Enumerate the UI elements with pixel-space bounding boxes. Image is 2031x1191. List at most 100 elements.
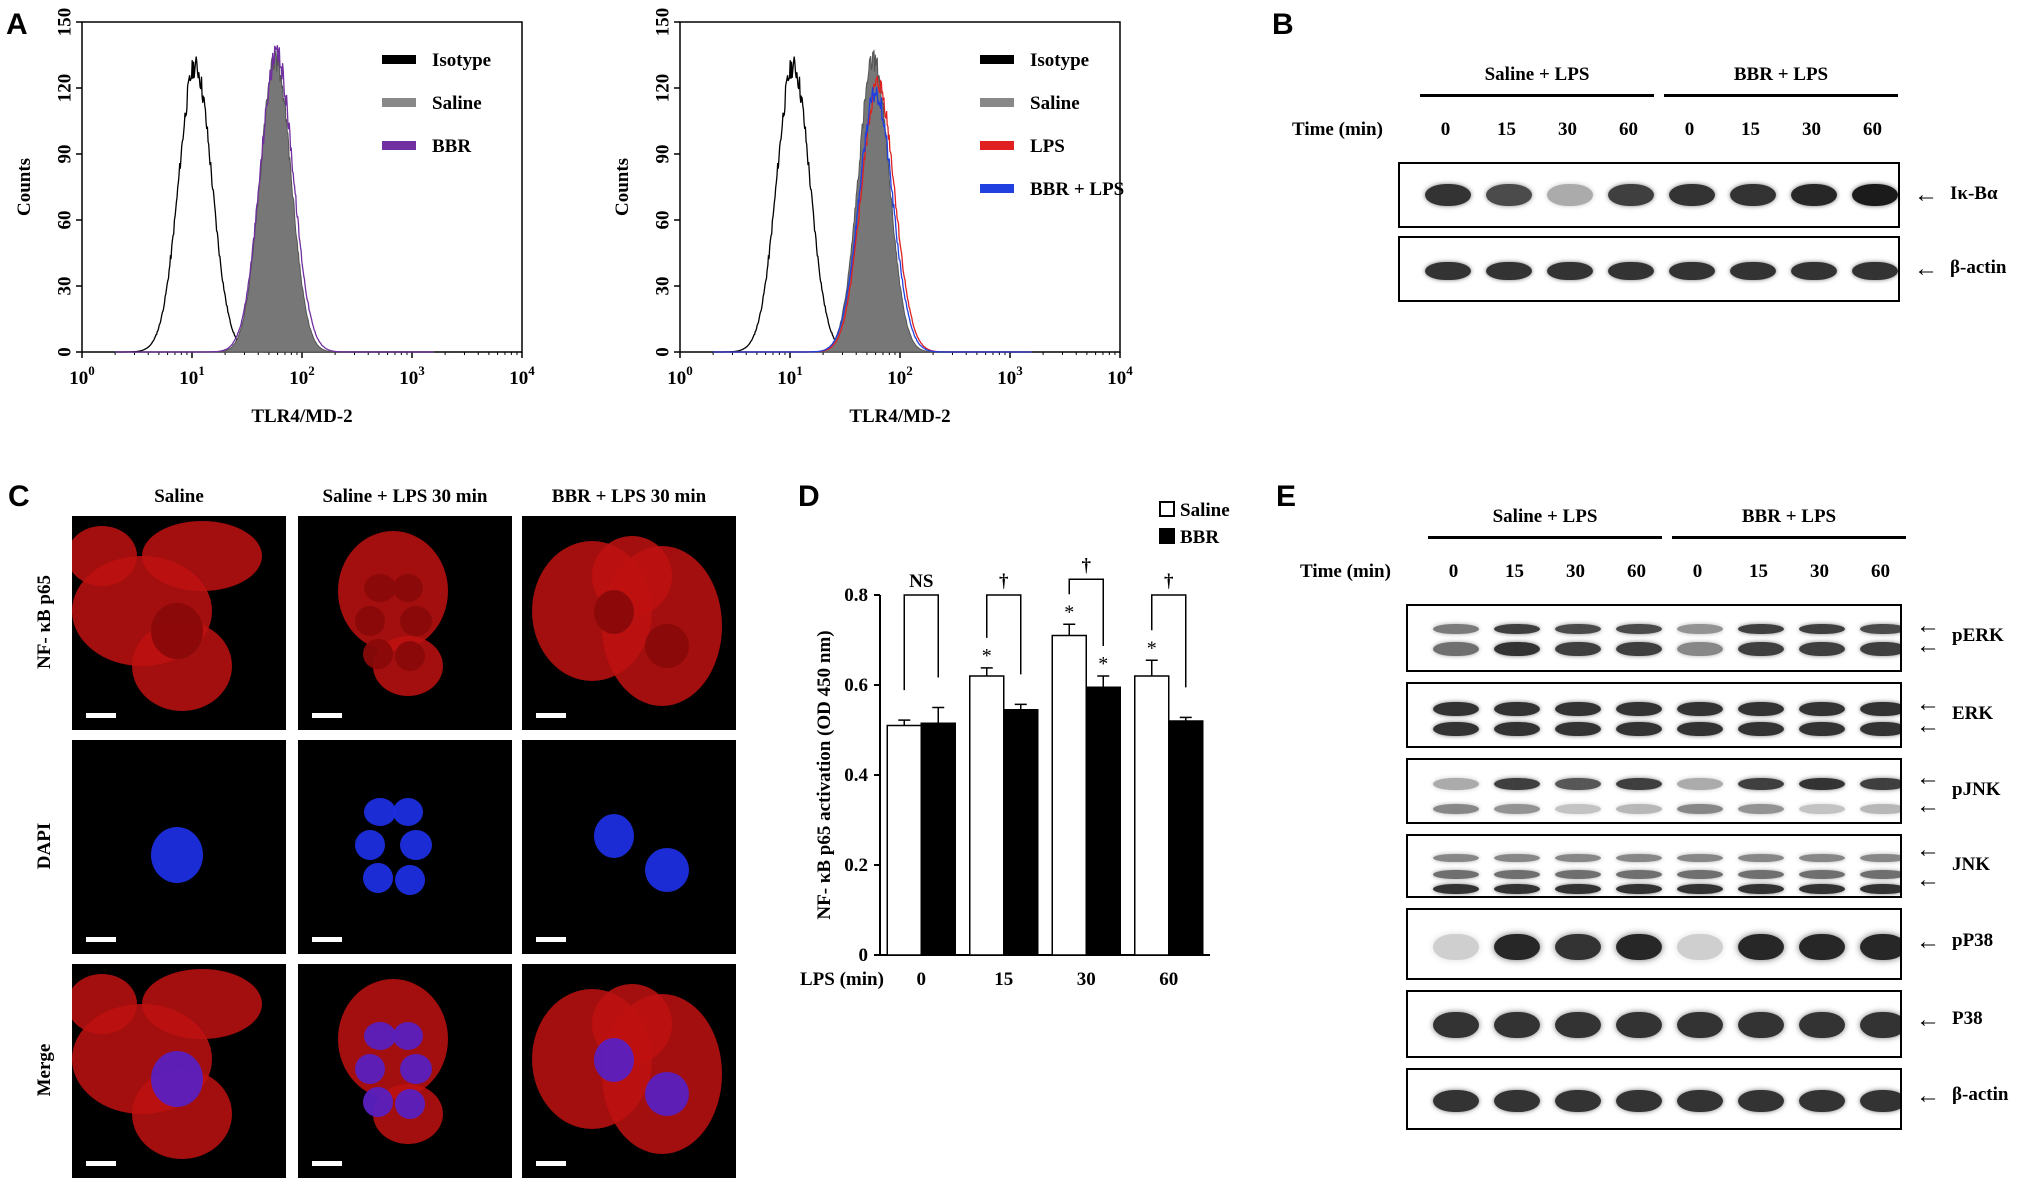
protein-band xyxy=(1676,854,1723,862)
protein-band xyxy=(1493,722,1540,736)
protein-band xyxy=(1546,262,1593,280)
protein-band xyxy=(1607,262,1654,280)
legend-label: Saline xyxy=(1180,500,1230,521)
group-header: Saline + LPS xyxy=(1484,64,1590,85)
protein-band xyxy=(1432,624,1479,634)
nucleus xyxy=(400,1054,432,1084)
protein-band xyxy=(1554,854,1601,862)
bbr-histogram xyxy=(115,45,434,353)
micrograph xyxy=(522,740,736,954)
protein-band xyxy=(1790,262,1837,280)
time-tick: 60 xyxy=(1863,119,1882,140)
y-tick-label: 0.6 xyxy=(844,675,868,696)
y-tick-label: 0 xyxy=(859,945,869,966)
y-tick-label: 0.8 xyxy=(844,585,868,606)
legend-label: Saline xyxy=(1030,93,1080,114)
legend-swatch xyxy=(382,98,416,107)
nucleus xyxy=(151,1051,203,1107)
legend-label: Isotype xyxy=(1030,50,1089,71)
x-tick-label: 103 xyxy=(997,363,1023,389)
protein-band xyxy=(1615,854,1662,862)
comparison-bracket xyxy=(1151,594,1187,688)
blot-strip xyxy=(1406,834,1902,898)
y-tick-label: 0.4 xyxy=(844,765,868,786)
significance-star: * xyxy=(1098,653,1108,675)
dapi-nucleus xyxy=(395,865,425,895)
nucleus xyxy=(393,1022,423,1050)
nucleus xyxy=(395,641,425,671)
protein-band xyxy=(1615,804,1662,814)
x-tick-label: 30 xyxy=(1077,969,1096,990)
blot-strip xyxy=(1406,604,1902,672)
protein-band xyxy=(1432,1090,1479,1112)
protein-band xyxy=(1729,262,1776,280)
blot-label: pERK xyxy=(1952,625,2004,646)
protein-band xyxy=(1615,1090,1662,1112)
x-tick-label: 104 xyxy=(1107,363,1133,389)
protein-band xyxy=(1737,642,1784,656)
protein-band xyxy=(1676,642,1723,656)
protein-band xyxy=(1615,1012,1662,1038)
x-tick-label: 15 xyxy=(994,969,1013,990)
blot-label: Iκ-Bα xyxy=(1950,183,1998,204)
y-axis-label: Counts xyxy=(612,158,633,216)
protein-band xyxy=(1432,870,1479,879)
bar-saline xyxy=(886,724,922,956)
protein-band xyxy=(1676,702,1723,716)
significance-star: * xyxy=(982,645,992,667)
y-tick-label: 90 xyxy=(652,145,673,164)
comparison-label: NS xyxy=(909,571,933,592)
bar-bbr xyxy=(920,722,956,956)
scale-bar xyxy=(86,1161,116,1166)
time-tick: 30 xyxy=(1558,119,1577,140)
panel-label-c: C xyxy=(8,480,30,513)
x-tick-label: 0 xyxy=(917,969,927,990)
protein-band xyxy=(1493,624,1540,634)
protein-band xyxy=(1432,1012,1479,1038)
panel-label-d: D xyxy=(798,480,820,513)
legend-label: BBR + LPS xyxy=(1030,179,1124,200)
protein-band xyxy=(1676,1090,1723,1112)
protein-band xyxy=(1798,870,1845,879)
bbr-lps-histogram xyxy=(713,87,1032,353)
protein-band xyxy=(1615,702,1662,716)
legend-swatch xyxy=(980,98,1014,107)
comparison-label: † xyxy=(1082,555,1092,576)
blot-arrow: ← xyxy=(1916,1083,1940,1109)
red-cytoplasm xyxy=(142,521,262,591)
protein-band xyxy=(1798,642,1845,656)
time-tick: 30 xyxy=(1566,561,1585,582)
micrograph-canvas xyxy=(532,536,722,706)
image-row-header: DAPI xyxy=(34,822,55,870)
dapi-nucleus xyxy=(645,848,689,892)
protein-band xyxy=(1859,722,1900,736)
protein-band xyxy=(1798,1090,1845,1112)
micrograph-canvas xyxy=(72,521,262,711)
blot-strip xyxy=(1406,1068,1902,1130)
protein-band xyxy=(1737,934,1784,960)
comparison-bracket xyxy=(986,594,1022,675)
protein-band xyxy=(1737,870,1784,879)
blot-strip xyxy=(1398,162,1900,228)
blot-label: ERK xyxy=(1952,703,1994,724)
protein-band xyxy=(1859,934,1900,960)
time-tick: 30 xyxy=(1802,119,1821,140)
scale-bar xyxy=(536,937,566,942)
protein-band xyxy=(1676,1012,1723,1038)
protein-band xyxy=(1737,1012,1784,1038)
time-tick: 15 xyxy=(1505,561,1524,582)
protein-band xyxy=(1485,262,1532,280)
protein-band xyxy=(1859,870,1900,879)
x-tick-label: 101 xyxy=(777,363,803,389)
scale-bar xyxy=(536,1161,566,1166)
protein-band xyxy=(1798,722,1845,736)
x-tick-label: 102 xyxy=(887,363,913,389)
protein-band xyxy=(1798,854,1845,862)
blot-label: P38 xyxy=(1952,1008,1983,1029)
micrograph-canvas xyxy=(151,827,203,883)
protein-band xyxy=(1798,702,1845,716)
time-tick: 0 xyxy=(1448,561,1459,582)
protein-band xyxy=(1676,870,1723,879)
protein-band xyxy=(1607,184,1654,206)
protein-band xyxy=(1859,778,1900,790)
